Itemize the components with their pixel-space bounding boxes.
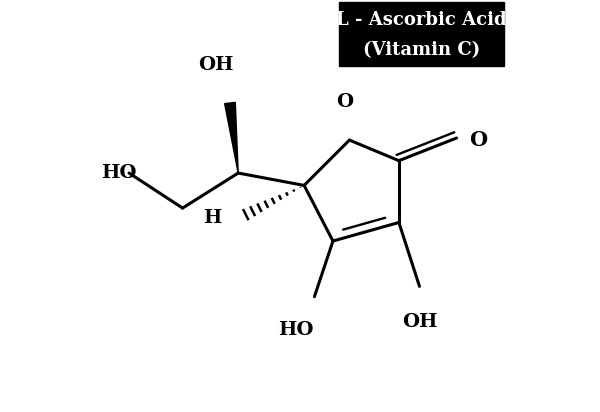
Text: O: O <box>469 130 487 150</box>
Text: (Vitamin C): (Vitamin C) <box>363 41 480 59</box>
Text: L - Ascorbic Acid: L - Ascorbic Acid <box>336 11 507 29</box>
Text: HO: HO <box>101 164 137 182</box>
FancyBboxPatch shape <box>339 2 504 66</box>
Text: O: O <box>336 93 353 111</box>
Text: HO: HO <box>278 321 314 339</box>
Text: OH: OH <box>198 56 233 74</box>
Text: H: H <box>203 209 222 227</box>
Text: OH: OH <box>402 313 437 331</box>
Polygon shape <box>224 102 238 173</box>
